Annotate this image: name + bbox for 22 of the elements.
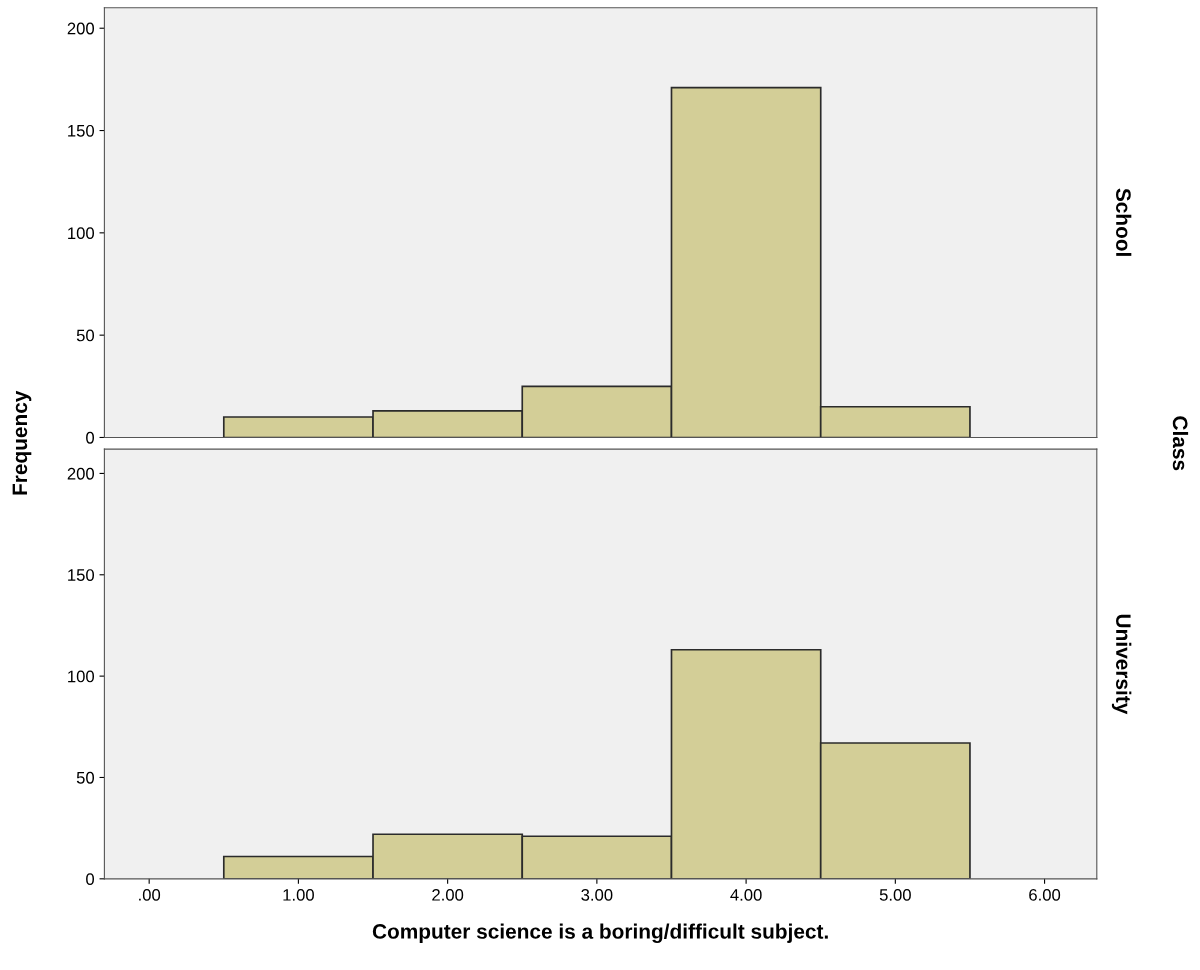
y-tick-label: 0: [86, 431, 95, 444]
y-tick-label: 150: [68, 124, 95, 137]
x-tick-label: 1.00: [283, 888, 314, 901]
text: School: [1116, 188, 1132, 256]
x-tick-label: 4.00: [730, 888, 762, 901]
y-tick-label: 100: [68, 227, 95, 240]
y-tick-label: 200: [67, 467, 95, 480]
y-tick-label: 0: [86, 873, 95, 886]
x-axis-title: Computer science is a boring/difficult subject.: [372, 923, 828, 944]
x-tick-label: 6.00: [1029, 888, 1061, 901]
x-tick-label: 5.00: [879, 888, 911, 901]
y-axis-title: Frequency: [12, 390, 32, 495]
x-tick-label: 3.00: [581, 888, 613, 901]
x-tick-label: 2.00: [432, 888, 464, 901]
y-tick-label: 50: [76, 329, 95, 342]
text: University: [1111, 614, 1132, 715]
y-tick-label: 100: [68, 670, 95, 683]
y-tick-label: 50: [76, 771, 95, 784]
y-tick-label: 200: [67, 22, 95, 35]
x-tick-label: .00: [139, 888, 161, 901]
y-tick-label: 150: [68, 569, 95, 581]
text: Class: [1172, 416, 1189, 471]
